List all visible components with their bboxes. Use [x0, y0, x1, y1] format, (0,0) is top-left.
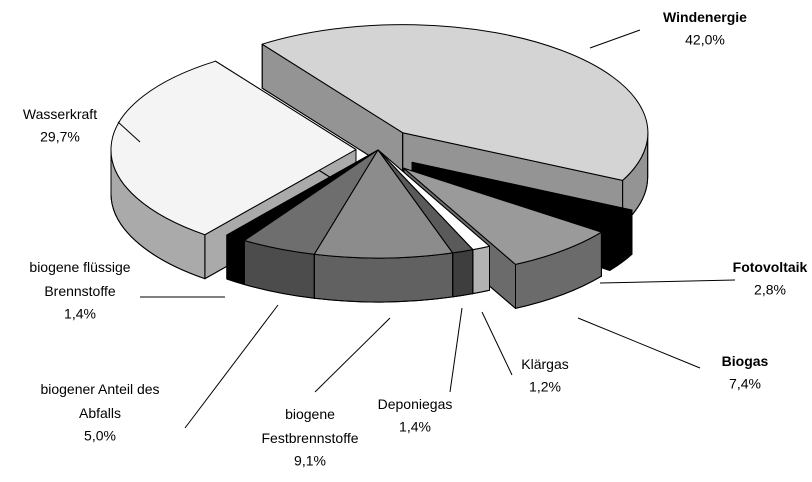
slice-label: Klärgas [521, 356, 568, 372]
label-line: Brennstoffe [44, 283, 116, 299]
slice-label: biogener Anteil des Abfalls [40, 381, 159, 421]
leader-line [481, 311, 513, 376]
slice [313, 149, 454, 259]
slice [403, 167, 602, 265]
label-line: Deponiegas [378, 396, 453, 412]
value-label: 1,2% [529, 379, 561, 395]
slice [110, 60, 357, 236]
slice-label: Wasserkraft [23, 106, 97, 122]
slice-side-shade [313, 252, 454, 303]
label-line: Fotovoltaik [733, 259, 808, 275]
leader-line [184, 304, 279, 429]
label-line: Festbrennstoffe [261, 430, 358, 446]
label-line: Biogas [722, 353, 769, 369]
leader-line [314, 317, 391, 393]
value-label: 7,4% [729, 376, 761, 392]
slice-side-shade [226, 234, 245, 285]
slice-label: biogene flüssige Brennstoffe [29, 259, 130, 299]
slice-side-shade [452, 249, 474, 298]
label-line: biogene flüssige [29, 259, 130, 275]
value-label: 2,8% [754, 282, 786, 298]
value-label: 5,0% [84, 428, 116, 444]
value-label: 9,1% [294, 453, 326, 469]
slice-label: Fotovoltaik [733, 259, 808, 275]
label-line: Abfalls [79, 405, 121, 421]
leader-line [589, 29, 641, 49]
label-line: Windenergie [663, 9, 747, 25]
label-line: Klärgas [521, 356, 568, 372]
value-label: 42,0% [685, 32, 725, 48]
value-label: 29,7% [40, 129, 80, 145]
slice-label: Deponiegas [378, 396, 453, 412]
slice [411, 161, 633, 227]
slice-label: Biogas [722, 353, 769, 369]
label-line: Wasserkraft [23, 106, 97, 122]
leader-line [117, 121, 141, 143]
label-line: biogene [285, 406, 335, 422]
slice [261, 24, 649, 181]
label-line: biogener Anteil des [40, 381, 159, 397]
value-label: 1,4% [64, 306, 96, 322]
slice-label: Windenergie [663, 9, 747, 25]
leader-line [449, 307, 463, 393]
leader-line [599, 279, 736, 284]
value-label: 1,4% [399, 419, 431, 435]
slice-label: biogene Festbrennstoffe [261, 406, 358, 446]
slice-side-shade [472, 245, 490, 295]
leader-line [577, 317, 701, 369]
